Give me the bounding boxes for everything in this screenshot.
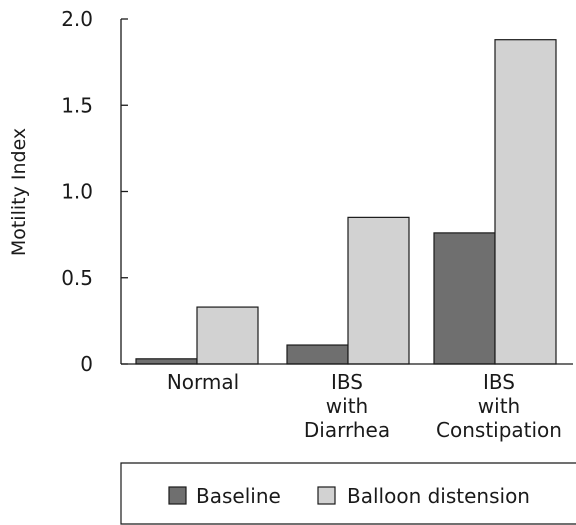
bars-group [135, 39, 557, 365]
legend-swatch [168, 486, 187, 505]
bar-baseline-2 [433, 232, 496, 365]
y-tick-label: 0 [80, 352, 93, 376]
bar-baseline-0 [135, 358, 198, 365]
bar-balloon-distension-1 [347, 216, 410, 365]
bar-baseline-1 [286, 344, 349, 365]
y-tick-label: 1.0 [61, 180, 93, 204]
x-category-label: Normal [167, 370, 239, 394]
legend-label: Balloon distension [347, 484, 530, 508]
x-axis: Normal IBS with Diarrhea IBS with Constipation [121, 363, 573, 442]
y-tick-label: 1.5 [61, 93, 93, 117]
legend-label: Baseline [196, 484, 281, 508]
legend-frame [120, 462, 576, 525]
y-axis-label: Motility Index [8, 128, 30, 256]
legend-swatch [317, 486, 336, 505]
y-axis: 0 0.5 1.0 1.5 2.0 [61, 7, 128, 376]
bar-balloon-distension-0 [196, 306, 259, 365]
y-tick-label: 2.0 [61, 7, 93, 31]
y-tick-label: 0.5 [61, 266, 93, 290]
bar-balloon-distension-2 [494, 39, 557, 365]
x-category-label: IBS with Diarrhea [304, 370, 390, 442]
x-category-label: IBS with Constipation [436, 370, 562, 442]
legend: Baseline Balloon distension [120, 462, 576, 525]
